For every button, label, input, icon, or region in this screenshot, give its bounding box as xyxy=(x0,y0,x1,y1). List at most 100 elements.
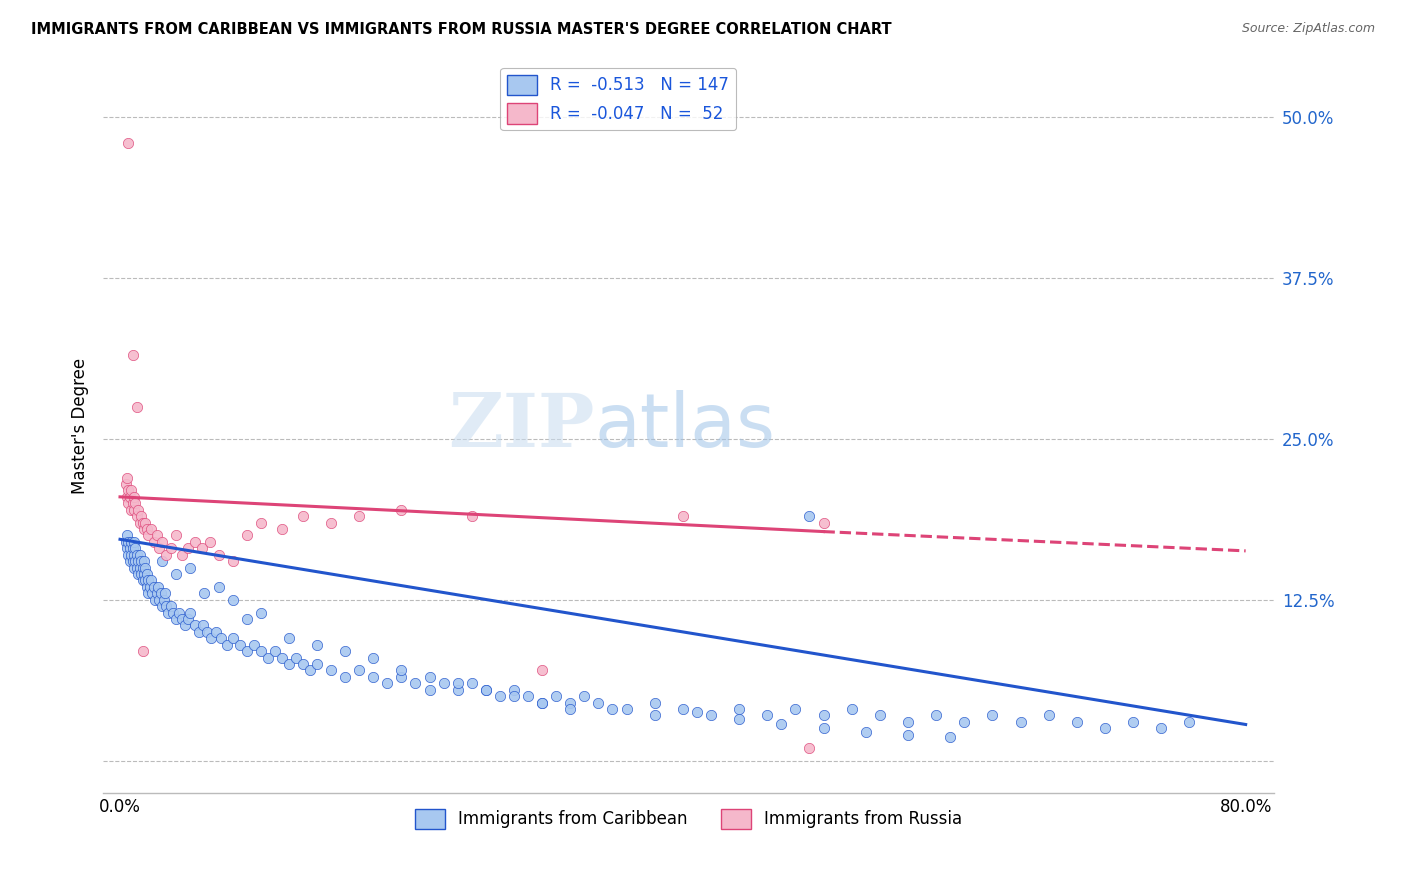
Point xyxy=(128,560,150,574)
Point xyxy=(143,592,166,607)
Point xyxy=(159,599,181,614)
Point xyxy=(170,612,193,626)
Point xyxy=(419,670,441,684)
Point xyxy=(179,560,201,574)
Point xyxy=(129,554,152,568)
Point xyxy=(176,612,198,626)
Point xyxy=(602,702,624,716)
Point xyxy=(319,516,342,530)
Point xyxy=(121,554,143,568)
Point xyxy=(131,644,153,658)
Point xyxy=(150,534,173,549)
Point xyxy=(897,728,920,742)
Point xyxy=(179,606,201,620)
Point xyxy=(461,509,484,524)
Point xyxy=(200,632,222,646)
Point xyxy=(128,548,150,562)
Point xyxy=(939,731,962,745)
Point xyxy=(672,702,695,716)
Point xyxy=(813,708,835,723)
Point xyxy=(813,516,835,530)
Point xyxy=(132,567,155,582)
Point xyxy=(531,696,554,710)
Point xyxy=(981,708,1004,723)
Point xyxy=(433,676,456,690)
Point xyxy=(215,638,238,652)
Point xyxy=(120,534,142,549)
Point xyxy=(756,708,779,723)
Point xyxy=(141,586,163,600)
Point xyxy=(165,612,187,626)
Point xyxy=(124,496,146,510)
Point xyxy=(125,509,148,524)
Point xyxy=(644,696,666,710)
Point xyxy=(145,586,167,600)
Point xyxy=(461,676,484,690)
Point xyxy=(644,708,666,723)
Point xyxy=(270,522,292,536)
Point xyxy=(118,490,141,504)
Point xyxy=(1066,714,1088,729)
Point xyxy=(149,586,172,600)
Point xyxy=(235,644,257,658)
Point xyxy=(235,612,257,626)
Point xyxy=(475,682,498,697)
Point xyxy=(560,702,582,716)
Point xyxy=(131,516,153,530)
Point xyxy=(686,705,709,719)
Point xyxy=(170,548,193,562)
Point xyxy=(221,592,243,607)
Text: atlas: atlas xyxy=(595,390,776,463)
Point xyxy=(869,708,891,723)
Point xyxy=(298,664,321,678)
Point xyxy=(138,580,160,594)
Point xyxy=(256,650,278,665)
Point xyxy=(813,722,835,736)
Point xyxy=(235,528,257,542)
Point xyxy=(475,682,498,697)
Point xyxy=(377,676,399,690)
Point xyxy=(121,348,143,362)
Point xyxy=(517,689,540,703)
Point xyxy=(187,624,209,639)
Point xyxy=(953,714,976,729)
Point xyxy=(204,624,226,639)
Point xyxy=(391,502,413,516)
Point xyxy=(136,586,159,600)
Point xyxy=(134,560,156,574)
Point xyxy=(841,702,863,716)
Point xyxy=(159,541,181,556)
Point xyxy=(131,560,153,574)
Point xyxy=(118,554,141,568)
Point xyxy=(198,534,221,549)
Point xyxy=(114,477,136,491)
Point xyxy=(249,516,271,530)
Point xyxy=(127,554,149,568)
Point xyxy=(855,725,877,739)
Point xyxy=(115,541,138,556)
Point xyxy=(447,676,470,690)
Point xyxy=(139,522,162,536)
Point xyxy=(347,664,370,678)
Point xyxy=(120,502,142,516)
Point xyxy=(114,534,136,549)
Point xyxy=(167,606,190,620)
Point xyxy=(134,574,156,588)
Point xyxy=(1122,714,1144,729)
Point xyxy=(132,554,155,568)
Point xyxy=(125,548,148,562)
Point xyxy=(146,580,169,594)
Point xyxy=(122,502,145,516)
Point xyxy=(136,528,159,542)
Point xyxy=(405,676,427,690)
Point xyxy=(799,509,821,524)
Point xyxy=(139,574,162,588)
Point xyxy=(155,599,177,614)
Point xyxy=(489,689,512,703)
Point xyxy=(419,682,441,697)
Point xyxy=(165,528,187,542)
Point xyxy=(284,650,307,665)
Point xyxy=(135,567,157,582)
Point xyxy=(142,534,165,549)
Point xyxy=(546,689,568,703)
